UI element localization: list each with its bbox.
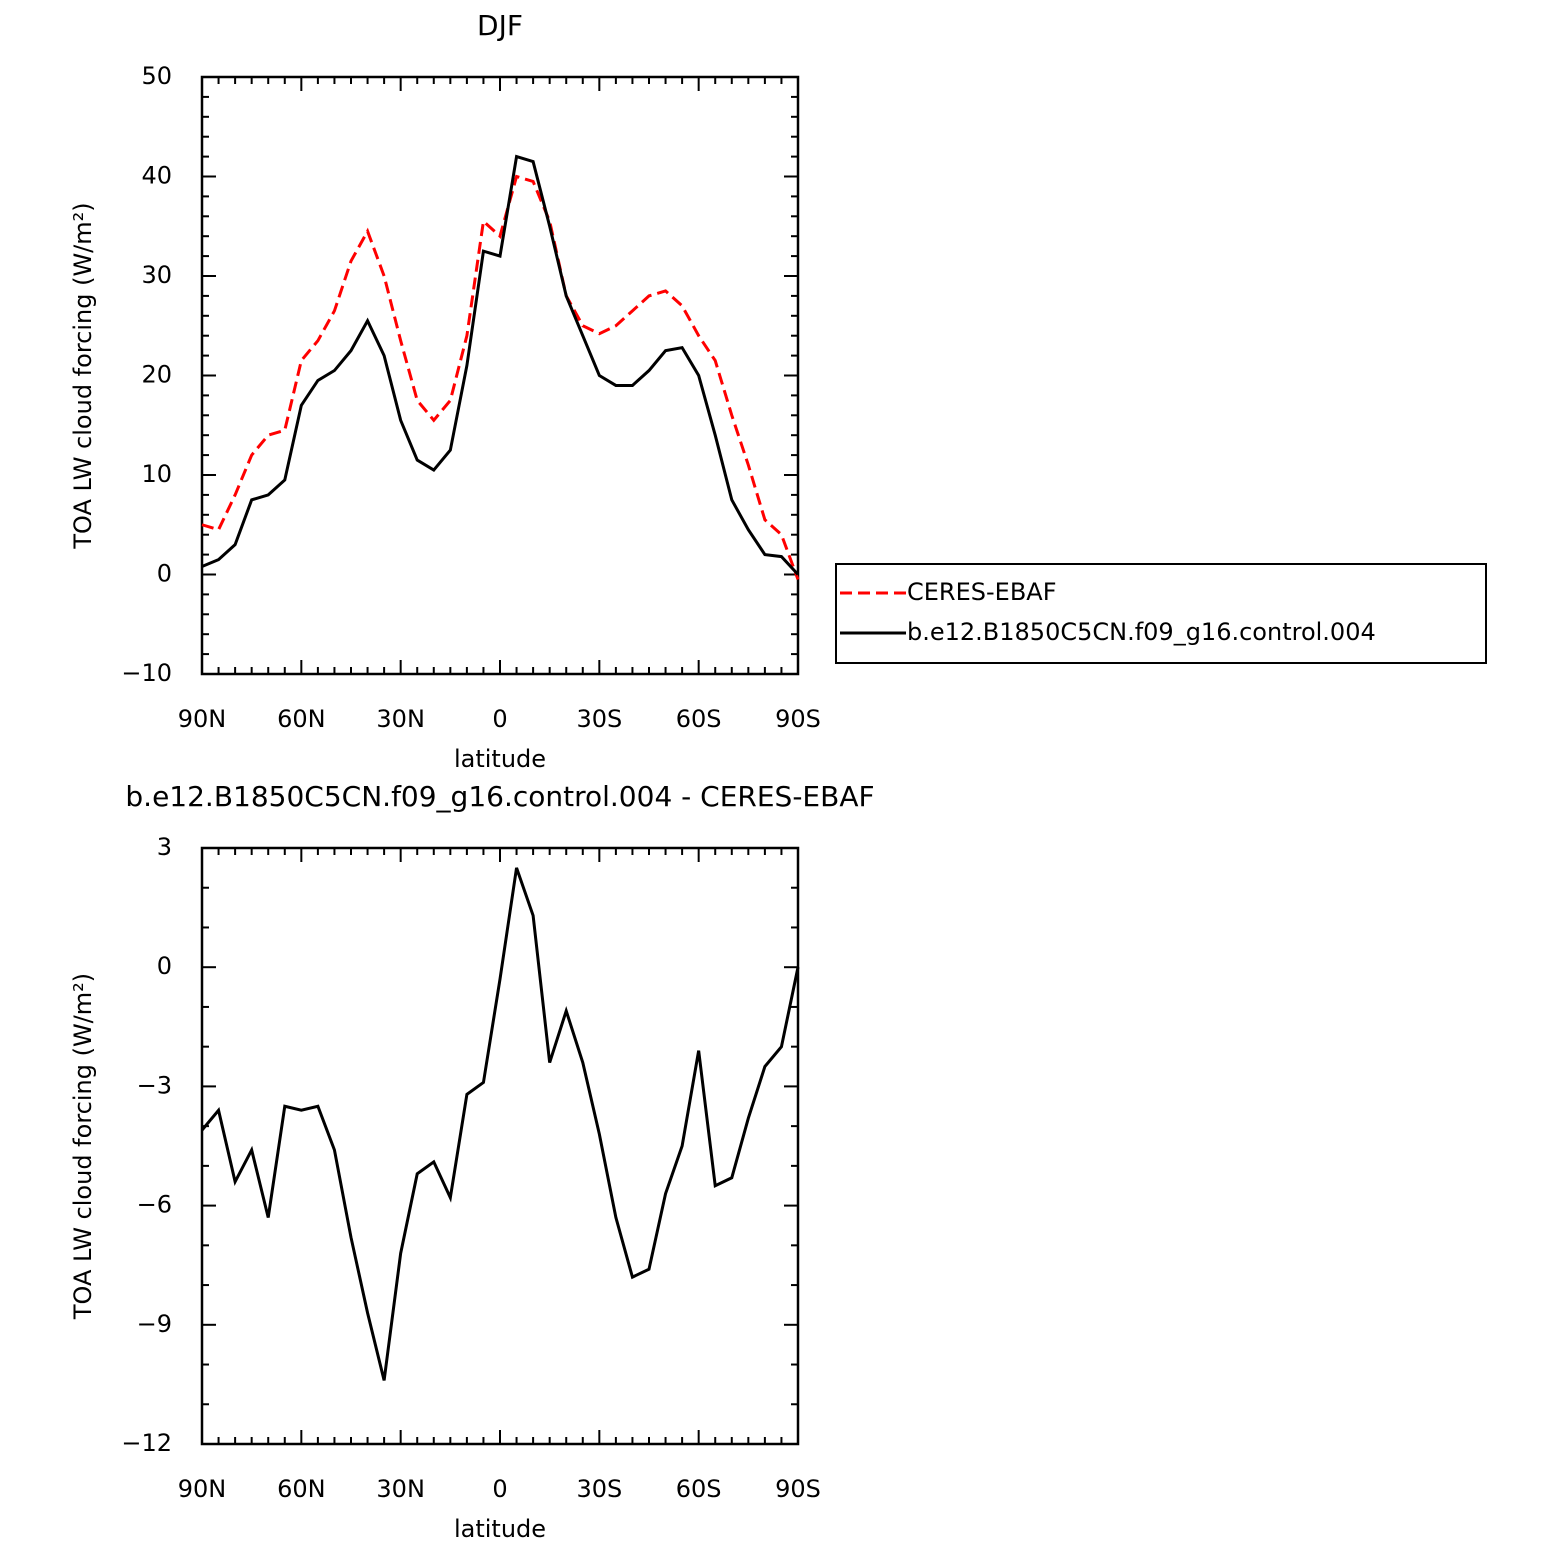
x-tick-label: 60N bbox=[277, 705, 326, 733]
x-tick-label: 90S bbox=[775, 705, 821, 733]
y-tick-label: 0 bbox=[157, 560, 172, 588]
y-tick-label: 0 bbox=[157, 952, 172, 980]
x-tick-label: 30N bbox=[376, 1475, 425, 1503]
x-axis-label: latitude bbox=[454, 745, 546, 773]
y-tick-label: 20 bbox=[141, 361, 172, 389]
y-tick-label: −9 bbox=[137, 1310, 172, 1338]
y-axis-label: TOA LW cloud forcing (W/m²) bbox=[69, 202, 97, 549]
x-tick-label: 60S bbox=[676, 705, 722, 733]
x-tick-label: 60S bbox=[676, 1475, 722, 1503]
y-tick-label: 40 bbox=[141, 162, 172, 190]
x-tick-label: 0 bbox=[492, 705, 507, 733]
x-tick-label: 30S bbox=[576, 1475, 622, 1503]
y-tick-label: −10 bbox=[121, 659, 172, 687]
chart-title: b.e12.B1850C5CN.f09_g16.control.004 - CE… bbox=[125, 780, 874, 813]
data-line bbox=[200, 867, 800, 1381]
plot-frame bbox=[200, 846, 800, 1446]
x-axis-label: latitude bbox=[454, 1515, 546, 1543]
x-tick-label: 0 bbox=[492, 1475, 507, 1503]
legend-box bbox=[835, 563, 1487, 664]
y-tick-label: −6 bbox=[137, 1191, 172, 1219]
x-tick-label: 30S bbox=[576, 705, 622, 733]
x-tick-label: 90S bbox=[775, 1475, 821, 1503]
y-tick-label: −12 bbox=[121, 1429, 172, 1457]
data-line bbox=[201, 154, 800, 576]
legend-label: b.e12.B1850C5CN.f09_g16.control.004 bbox=[907, 618, 1376, 646]
chart-title: DJF bbox=[477, 9, 523, 42]
x-tick-label: 90N bbox=[178, 1475, 227, 1503]
x-tick-label: 60N bbox=[277, 1475, 326, 1503]
y-tick-label: 50 bbox=[141, 62, 172, 90]
y-tick-label: −3 bbox=[137, 1071, 172, 1099]
x-tick-label: 90N bbox=[178, 705, 227, 733]
y-tick-label: 30 bbox=[141, 261, 172, 289]
data-line bbox=[201, 174, 800, 580]
y-tick-label: 3 bbox=[157, 833, 172, 861]
legend-label: CERES-EBAF bbox=[907, 578, 1057, 606]
y-axis-label: TOA LW cloud forcing (W/m²) bbox=[69, 973, 97, 1320]
plot-frame bbox=[200, 75, 800, 676]
x-tick-label: 30N bbox=[376, 705, 425, 733]
y-tick-label: 10 bbox=[141, 460, 172, 488]
